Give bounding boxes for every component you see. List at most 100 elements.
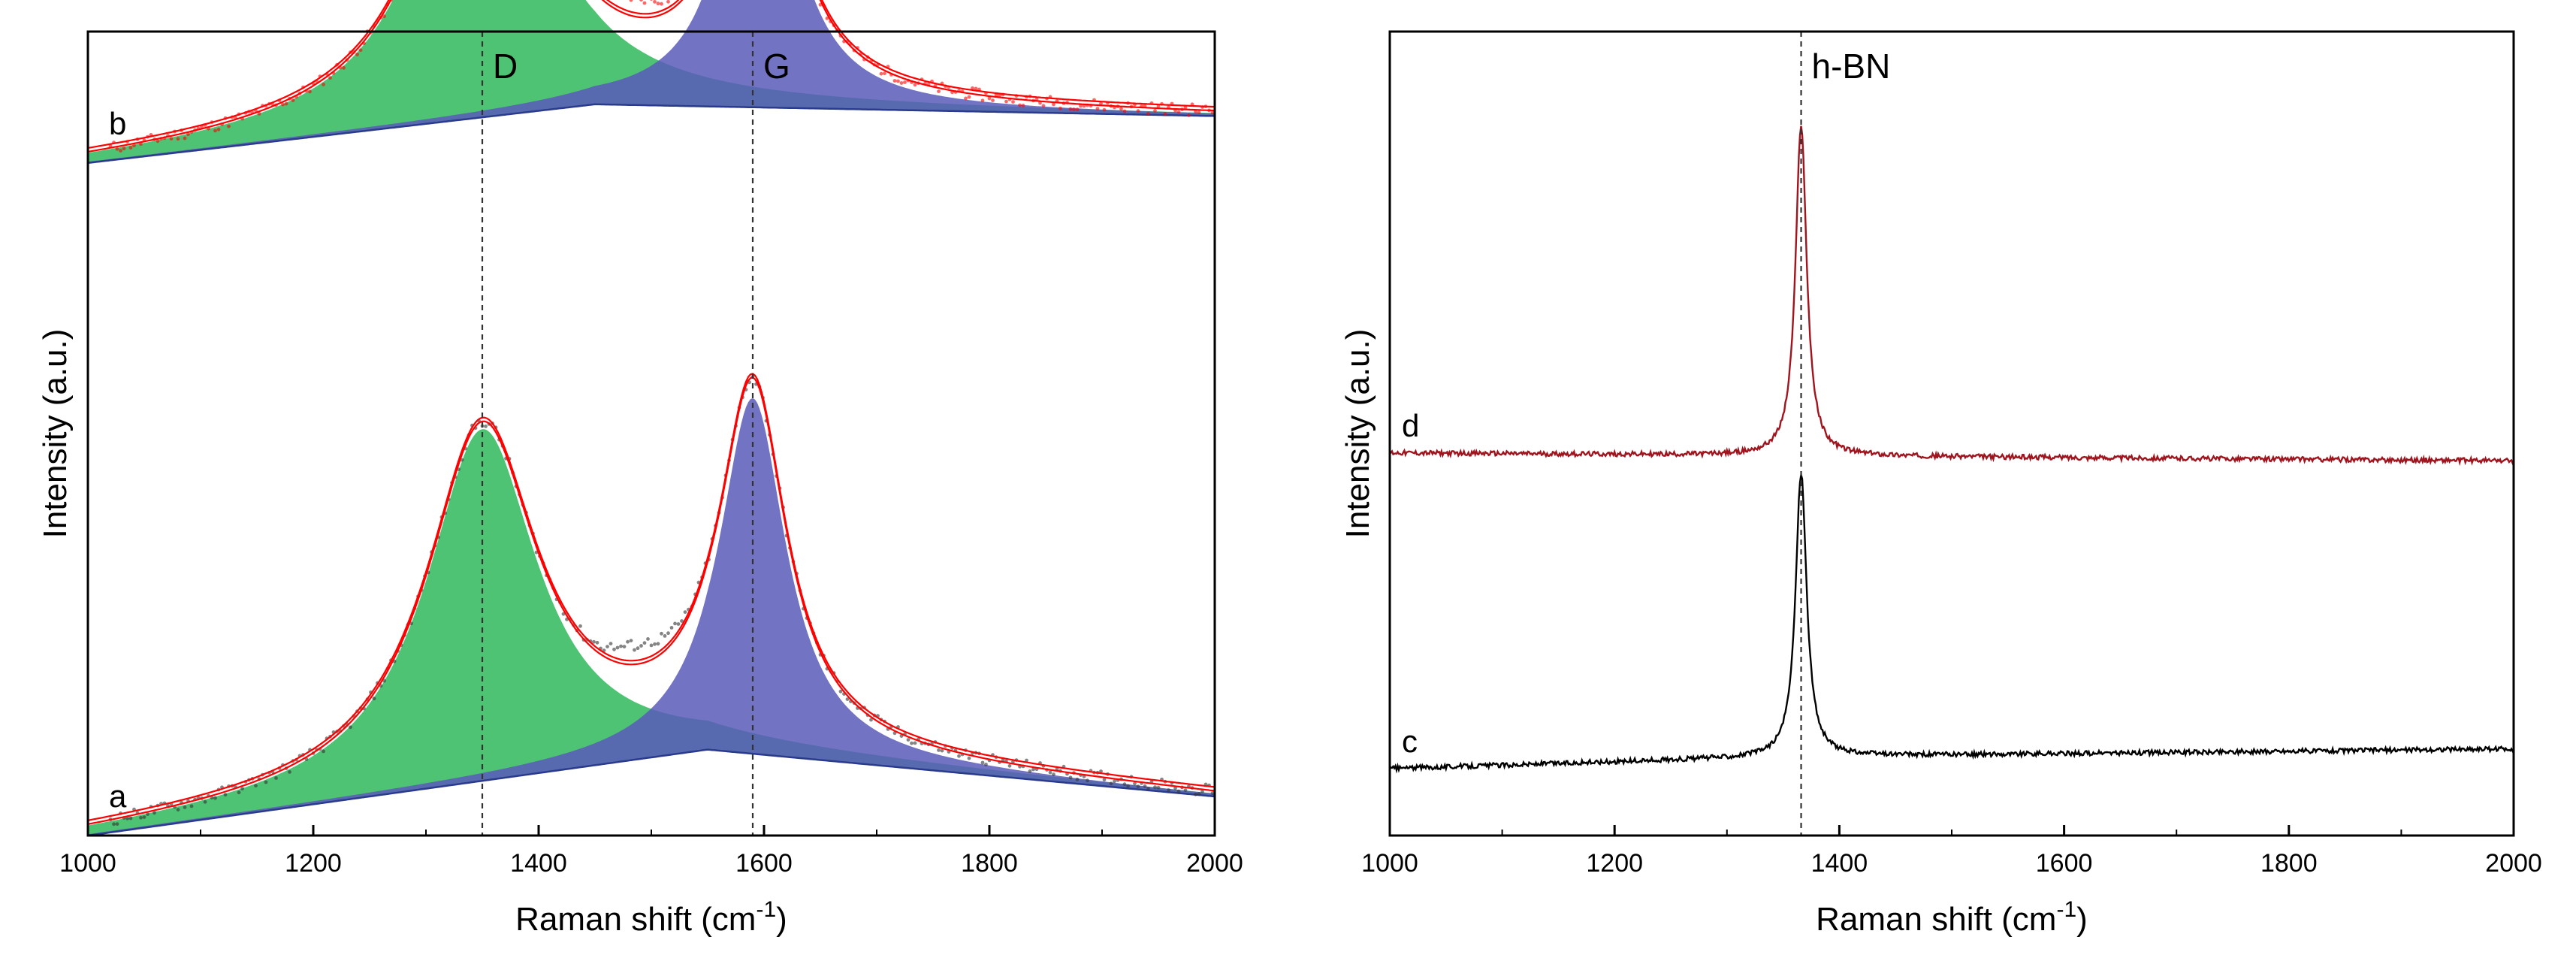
- data-point: [1143, 784, 1147, 788]
- data-point: [1153, 785, 1157, 789]
- data-point: [642, 1, 647, 5]
- data-point: [1041, 104, 1046, 108]
- data-point: [1052, 772, 1055, 777]
- data-point: [115, 822, 119, 827]
- left-x-axis-label-superscript: -1: [756, 897, 776, 922]
- data-point: [626, 639, 630, 644]
- peak-label-h-bn: h-BN: [1812, 47, 1891, 86]
- data-point: [1099, 769, 1103, 773]
- data-point: [1068, 107, 1073, 111]
- data-point: [1183, 788, 1188, 792]
- x-tick-label: 1600: [735, 849, 793, 878]
- data-point: [998, 93, 1001, 98]
- right-x-tick-labels: 1000 1200 1400 1600 1800 2000: [1361, 849, 2542, 878]
- left-x-ticks: [86, 825, 1216, 836]
- data-point: [646, 637, 650, 641]
- data-point: [642, 641, 647, 645]
- data-point: [1146, 787, 1150, 790]
- data-point: [1095, 107, 1100, 111]
- data-point: [1072, 107, 1076, 111]
- data-point: [605, 645, 609, 648]
- data-point: [629, 0, 633, 2]
- data-point: [666, 631, 670, 636]
- data-point: [879, 71, 883, 76]
- data-point: [673, 621, 677, 626]
- data-point: [1153, 109, 1157, 113]
- data-point: [291, 98, 295, 102]
- x-tick-label: 1400: [1811, 849, 1868, 878]
- data-point: [484, 425, 488, 428]
- data-point: [561, 612, 566, 616]
- data-point: [629, 639, 633, 642]
- series-c-spectrum: [1389, 474, 2515, 774]
- data-point: [1176, 110, 1181, 114]
- data-point: [991, 98, 995, 103]
- data-point: [254, 784, 258, 788]
- data-point: [660, 631, 663, 636]
- data-point: [1048, 770, 1052, 775]
- data-point: [980, 760, 985, 765]
- data-point: [913, 83, 917, 87]
- data-point: [1109, 781, 1113, 786]
- data-point: [974, 86, 978, 91]
- left-curves: [87, 0, 1216, 837]
- data-point: [883, 71, 886, 76]
- x-tick-label: 1600: [2036, 849, 2093, 878]
- data-point: [1075, 107, 1080, 112]
- data-point: [622, 645, 627, 648]
- data-point: [845, 697, 850, 701]
- data-point: [1173, 786, 1177, 790]
- data-point: [619, 644, 623, 648]
- right-plot-frame: [1388, 30, 2515, 837]
- data-point: [1122, 782, 1127, 787]
- data-point: [639, 644, 643, 648]
- data-point: [910, 741, 914, 745]
- data-point: [650, 0, 653, 1]
- data-point: [1156, 785, 1161, 790]
- left-peak-fills: [88, 0, 1215, 836]
- right-x-axis-label-main: Raman shift (cm: [1816, 901, 2056, 938]
- data-point: [663, 634, 667, 638]
- data-point: [1028, 769, 1032, 773]
- data-point: [669, 626, 674, 630]
- right-x-axis-label-end: ): [2076, 901, 2088, 938]
- data-point: [676, 622, 681, 626]
- data-point: [186, 132, 190, 137]
- left-x-axis-label-main: Raman shift (cm: [515, 901, 756, 938]
- data-point: [139, 815, 143, 820]
- peak-label-d: D: [493, 47, 518, 86]
- data-point: [987, 96, 992, 101]
- data-point: [122, 147, 126, 151]
- data-point: [349, 725, 352, 730]
- x-tick-label: 1200: [285, 849, 342, 878]
- data-point: [274, 776, 278, 780]
- data-point: [971, 86, 974, 90]
- data-point: [1075, 777, 1080, 781]
- data-point: [636, 646, 640, 651]
- data-point: [169, 137, 174, 141]
- data-point: [660, 2, 663, 6]
- data-point: [899, 81, 904, 85]
- left-x-tick-labels: 1000 1200 1400 1600 1800 2000: [59, 849, 1243, 878]
- data-point: [1187, 113, 1191, 117]
- data-point: [595, 640, 599, 645]
- data-point: [1102, 107, 1107, 112]
- series-a-data-points: [108, 375, 1215, 827]
- right-reference-lines: h-BN: [1800, 32, 1891, 836]
- data-point: [322, 83, 325, 86]
- data-point: [223, 793, 228, 797]
- data-point: [176, 137, 180, 141]
- data-point: [980, 98, 985, 103]
- data-point: [213, 796, 217, 800]
- data-point: [213, 128, 217, 133]
- data-point: [838, 689, 843, 694]
- data-point: [957, 754, 961, 758]
- data-point: [1197, 792, 1201, 796]
- data-point: [612, 647, 616, 651]
- left-x-axis-label-end: ): [776, 901, 787, 938]
- data-point: [825, 17, 829, 20]
- data-point: [1021, 104, 1025, 107]
- data-point: [937, 89, 941, 93]
- series-label-c: c: [1402, 724, 1418, 759]
- data-point: [964, 96, 968, 101]
